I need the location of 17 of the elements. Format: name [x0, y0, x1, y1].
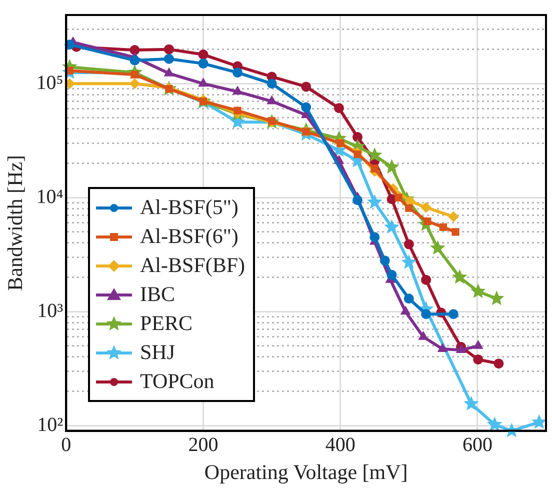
legend-label: PERC: [140, 311, 193, 336]
legend-label: IBC: [140, 282, 176, 307]
x-tick-label: 0: [61, 434, 72, 456]
y-axis-title: Bandwidth [Hz]: [3, 154, 28, 291]
y-tick-label: 10⁴: [36, 186, 64, 208]
y-tick-label: 10³: [37, 300, 64, 322]
x-tick-label: 200: [188, 434, 218, 456]
y-tick-label: 10²: [37, 414, 64, 436]
legend-label: SHJ: [140, 340, 176, 365]
legend-label: Al-BSF(5"): [140, 195, 238, 220]
x-tick-label: 600: [462, 434, 492, 456]
y-tick-label: 10⁵: [36, 72, 64, 94]
x-axis-title: Operating Voltage [mV]: [204, 460, 408, 484]
x-tick-label: 400: [325, 434, 356, 456]
legend-label: Al-BSF(BF): [140, 253, 246, 278]
legend-label: TOPCon: [140, 369, 214, 394]
legend-label: Al-BSF(6"): [140, 224, 238, 249]
